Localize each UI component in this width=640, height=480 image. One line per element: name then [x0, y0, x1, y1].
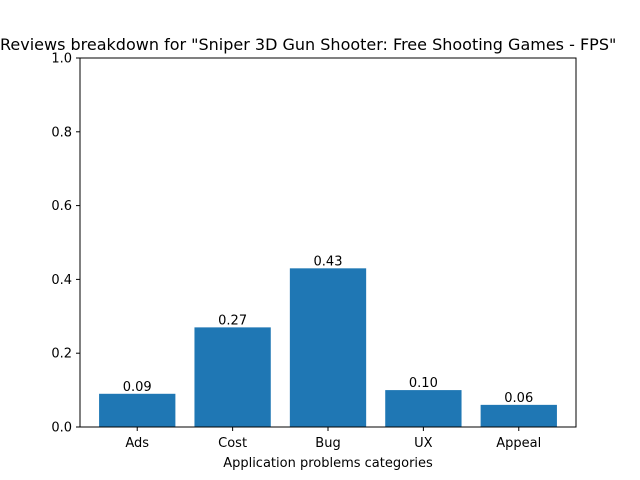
x-tick-label: Bug	[315, 436, 340, 451]
y-tick-label: 0.4	[51, 273, 72, 288]
x-tick-label: UX	[414, 436, 433, 451]
bar-cost	[194, 327, 271, 427]
bar-ads	[99, 393, 176, 427]
bar-value-label: 0.10	[409, 376, 438, 391]
plot-frame	[79, 57, 577, 428]
bar-value-label: 0.09	[123, 380, 152, 395]
x-axis: Ads Cost Bug UX Appeal	[125, 427, 541, 451]
y-tick-label: 0.0	[51, 421, 72, 436]
bar-value-label: 0.27	[218, 313, 247, 328]
bar-appeal	[480, 404, 557, 427]
bar-value-label: 0.06	[504, 391, 533, 406]
y-tick-label: 0.8	[51, 125, 72, 140]
bar-value-labels: 0.09 0.27 0.43 0.10 0.06	[123, 254, 533, 406]
x-tick-label: Ads	[125, 436, 149, 451]
bar-value-label: 0.43	[314, 254, 343, 269]
chart-title: Reviews breakdown for "Sniper 3D Gun Sho…	[0, 35, 616, 54]
y-axis: 0.0 0.2 0.4 0.6 0.8 1.0	[51, 52, 80, 436]
y-tick-label: 1.0	[51, 52, 72, 67]
bar-ux	[385, 390, 462, 427]
x-axis-label: Application problems categories	[223, 456, 433, 471]
bar-bug	[289, 268, 367, 427]
x-tick-label: Appeal	[496, 436, 541, 451]
y-tick-label: 0.6	[51, 199, 72, 214]
bars	[99, 268, 557, 427]
y-tick-label: 0.2	[51, 347, 72, 362]
x-tick-label: Cost	[218, 436, 247, 451]
